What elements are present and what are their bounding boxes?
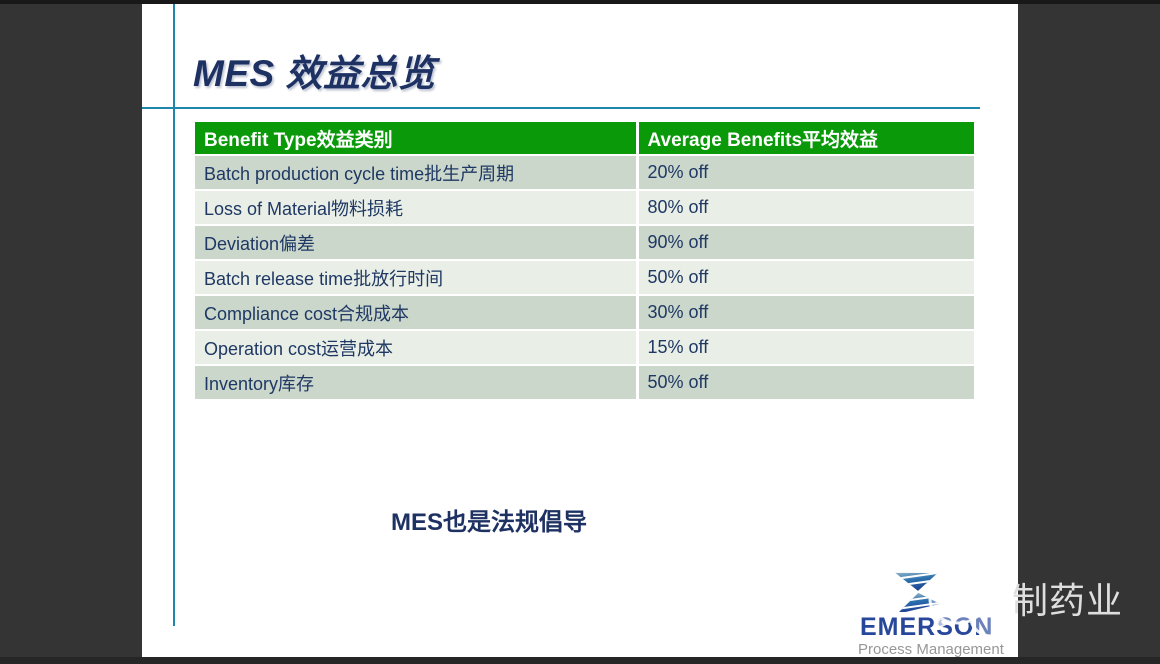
benefit-value-cell: 20% off xyxy=(637,155,974,191)
benefit-type-cell: Batch release time批放行时间 xyxy=(195,260,639,296)
slide-canvas: MES 效益总览 Benefit Type效益类别 Average Benefi… xyxy=(142,4,1018,658)
benefit-type-cell: Deviation偏差 xyxy=(195,225,639,261)
benefits-table: Benefit Type效益类别 Average Benefits平均效益 Ba… xyxy=(195,122,974,401)
benefit-type-cell: Compliance cost合规成本 xyxy=(195,295,639,331)
wechat-icon xyxy=(928,573,1015,640)
table-row: Loss of Material物料损耗 80% off xyxy=(195,190,974,226)
table-row: Operation cost运营成本 15% off xyxy=(195,330,974,366)
accent-vertical-line xyxy=(173,4,175,626)
table-header-average-benefits: Average Benefits平均效益 xyxy=(637,122,974,156)
benefit-value-cell: 90% off xyxy=(637,225,974,261)
table-row: Deviation偏差 90% off xyxy=(195,225,974,261)
table-row: Compliance cost合规成本 30% off xyxy=(195,295,974,331)
benefit-type-cell: Batch production cycle time批生产周期 xyxy=(195,155,639,191)
benefit-value-cell: 50% off xyxy=(637,365,974,401)
emerson-logo: EMERSON Process Management xyxy=(856,570,1016,658)
benefit-value-cell: 50% off xyxy=(637,260,974,296)
page-title: MES 效益总览 xyxy=(193,53,436,94)
table-header-row: Benefit Type效益类别 Average Benefits平均效益 xyxy=(195,122,974,156)
table-header-benefit-type: Benefit Type效益类别 xyxy=(195,122,639,156)
frame-top-edge xyxy=(0,0,1160,4)
watermark-label: 制药业 xyxy=(1012,580,1124,621)
table-row: Inventory库存 50% off xyxy=(195,365,974,401)
frame-bottom-edge xyxy=(0,657,1160,664)
benefit-value-cell: 15% off xyxy=(637,330,974,366)
table-row: Batch production cycle time批生产周期 20% off xyxy=(195,155,974,191)
benefit-type-cell: Loss of Material物料损耗 xyxy=(195,190,639,226)
accent-horizontal-line xyxy=(142,107,980,109)
table-row: Batch release time批放行时间 50% off xyxy=(195,260,974,296)
footnote-text: MES也是法规倡导 xyxy=(391,509,588,536)
benefit-type-cell: Operation cost运营成本 xyxy=(195,330,639,366)
benefit-type-cell: Inventory库存 xyxy=(195,365,639,401)
emerson-subtitle-text: Process Management xyxy=(858,641,1004,658)
benefit-value-cell: 80% off xyxy=(637,190,974,226)
benefit-value-cell: 30% off xyxy=(637,295,974,331)
emerson-mark-icon xyxy=(894,571,941,612)
